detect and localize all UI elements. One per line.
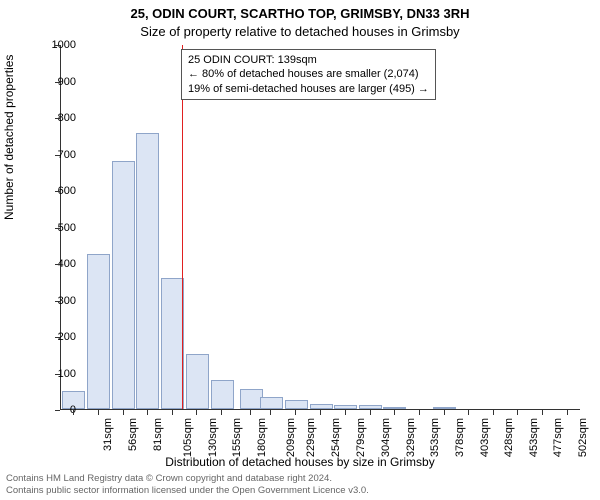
x-tick-label: 56sqm [127, 418, 139, 451]
x-tick-mark [320, 410, 321, 415]
histogram-bar [260, 397, 283, 409]
x-tick-mark [123, 410, 124, 415]
x-tick-label: 304sqm [380, 418, 392, 457]
y-tick-mark [55, 228, 60, 229]
x-tick-mark [250, 410, 251, 415]
x-tick-label: 403sqm [479, 418, 491, 457]
x-tick-mark [444, 410, 445, 415]
histogram-bar [112, 161, 135, 409]
histogram-bar [87, 254, 110, 409]
histogram-bar [433, 407, 456, 409]
x-tick-mark [270, 410, 271, 415]
y-tick-mark [55, 410, 60, 411]
x-tick-mark [345, 410, 346, 415]
y-tick-mark [55, 191, 60, 192]
x-tick-label: 31sqm [102, 418, 114, 451]
x-tick-label: 209sqm [285, 418, 297, 457]
y-tick-mark [55, 45, 60, 46]
x-tick-mark [542, 410, 543, 415]
x-tick-label: 477sqm [552, 418, 564, 457]
x-tick-mark [172, 410, 173, 415]
histogram-bar [383, 407, 406, 409]
histogram-bar [359, 405, 382, 409]
x-tick-mark [468, 410, 469, 415]
x-tick-mark [517, 410, 518, 415]
y-tick-mark [55, 337, 60, 338]
footnote: Contains HM Land Registry data © Crown c… [6, 473, 369, 496]
x-tick-mark [394, 410, 395, 415]
x-tick-mark [567, 410, 568, 415]
x-tick-mark [98, 410, 99, 415]
footnote-line1: Contains HM Land Registry data © Crown c… [6, 473, 369, 484]
x-tick-label: 353sqm [429, 418, 441, 457]
x-tick-label: 428sqm [504, 418, 516, 457]
annotation-line1: 25 ODIN COURT: 139sqm [188, 53, 429, 67]
x-tick-mark [419, 410, 420, 415]
y-tick-mark [55, 264, 60, 265]
annotation-line3: 19% of semi-detached houses are larger (… [188, 82, 429, 96]
x-tick-mark [221, 410, 222, 415]
histogram-bar [136, 133, 159, 409]
histogram-chart: 25, ODIN COURT, SCARTHO TOP, GRIMSBY, DN… [0, 0, 600, 500]
y-tick-mark [55, 118, 60, 119]
x-tick-mark [295, 410, 296, 415]
x-tick-label: 81sqm [152, 418, 164, 451]
x-tick-label: 229sqm [305, 418, 317, 457]
x-tick-label: 254sqm [330, 418, 342, 457]
x-tick-label: 453sqm [528, 418, 540, 457]
x-tick-label: 155sqm [232, 418, 244, 457]
x-tick-mark [147, 410, 148, 415]
annotation-box: 25 ODIN COURT: 139sqm ← 80% of detached … [181, 49, 436, 100]
y-tick-mark [55, 374, 60, 375]
x-tick-label: 279sqm [355, 418, 367, 457]
x-tick-mark [73, 410, 74, 415]
x-tick-label: 130sqm [207, 418, 219, 457]
histogram-bar [285, 400, 308, 409]
annotation-line2: ← 80% of detached houses are smaller (2,… [188, 67, 429, 81]
histogram-bar [334, 405, 357, 409]
x-tick-mark [370, 410, 371, 415]
y-axis-label: Number of detached properties [2, 55, 16, 220]
x-tick-label: 502sqm [577, 418, 589, 457]
y-tick-mark [55, 82, 60, 83]
chart-subtitle: Size of property relative to detached ho… [0, 24, 600, 39]
chart-title-address: 25, ODIN COURT, SCARTHO TOP, GRIMSBY, DN… [0, 6, 600, 21]
y-tick-mark [55, 155, 60, 156]
x-tick-label: 180sqm [257, 418, 269, 457]
histogram-bar [186, 354, 209, 409]
y-tick-mark [55, 301, 60, 302]
x-tick-label: 329sqm [405, 418, 417, 457]
histogram-bar [211, 380, 234, 409]
x-tick-mark [493, 410, 494, 415]
x-tick-mark [196, 410, 197, 415]
x-axis-label: Distribution of detached houses by size … [0, 455, 600, 469]
x-tick-label: 105sqm [182, 418, 194, 457]
x-tick-label: 378sqm [454, 418, 466, 457]
plot-area: 25 ODIN COURT: 139sqm ← 80% of detached … [60, 45, 580, 410]
footnote-line2: Contains public sector information licen… [6, 485, 369, 496]
histogram-bar [310, 404, 333, 409]
